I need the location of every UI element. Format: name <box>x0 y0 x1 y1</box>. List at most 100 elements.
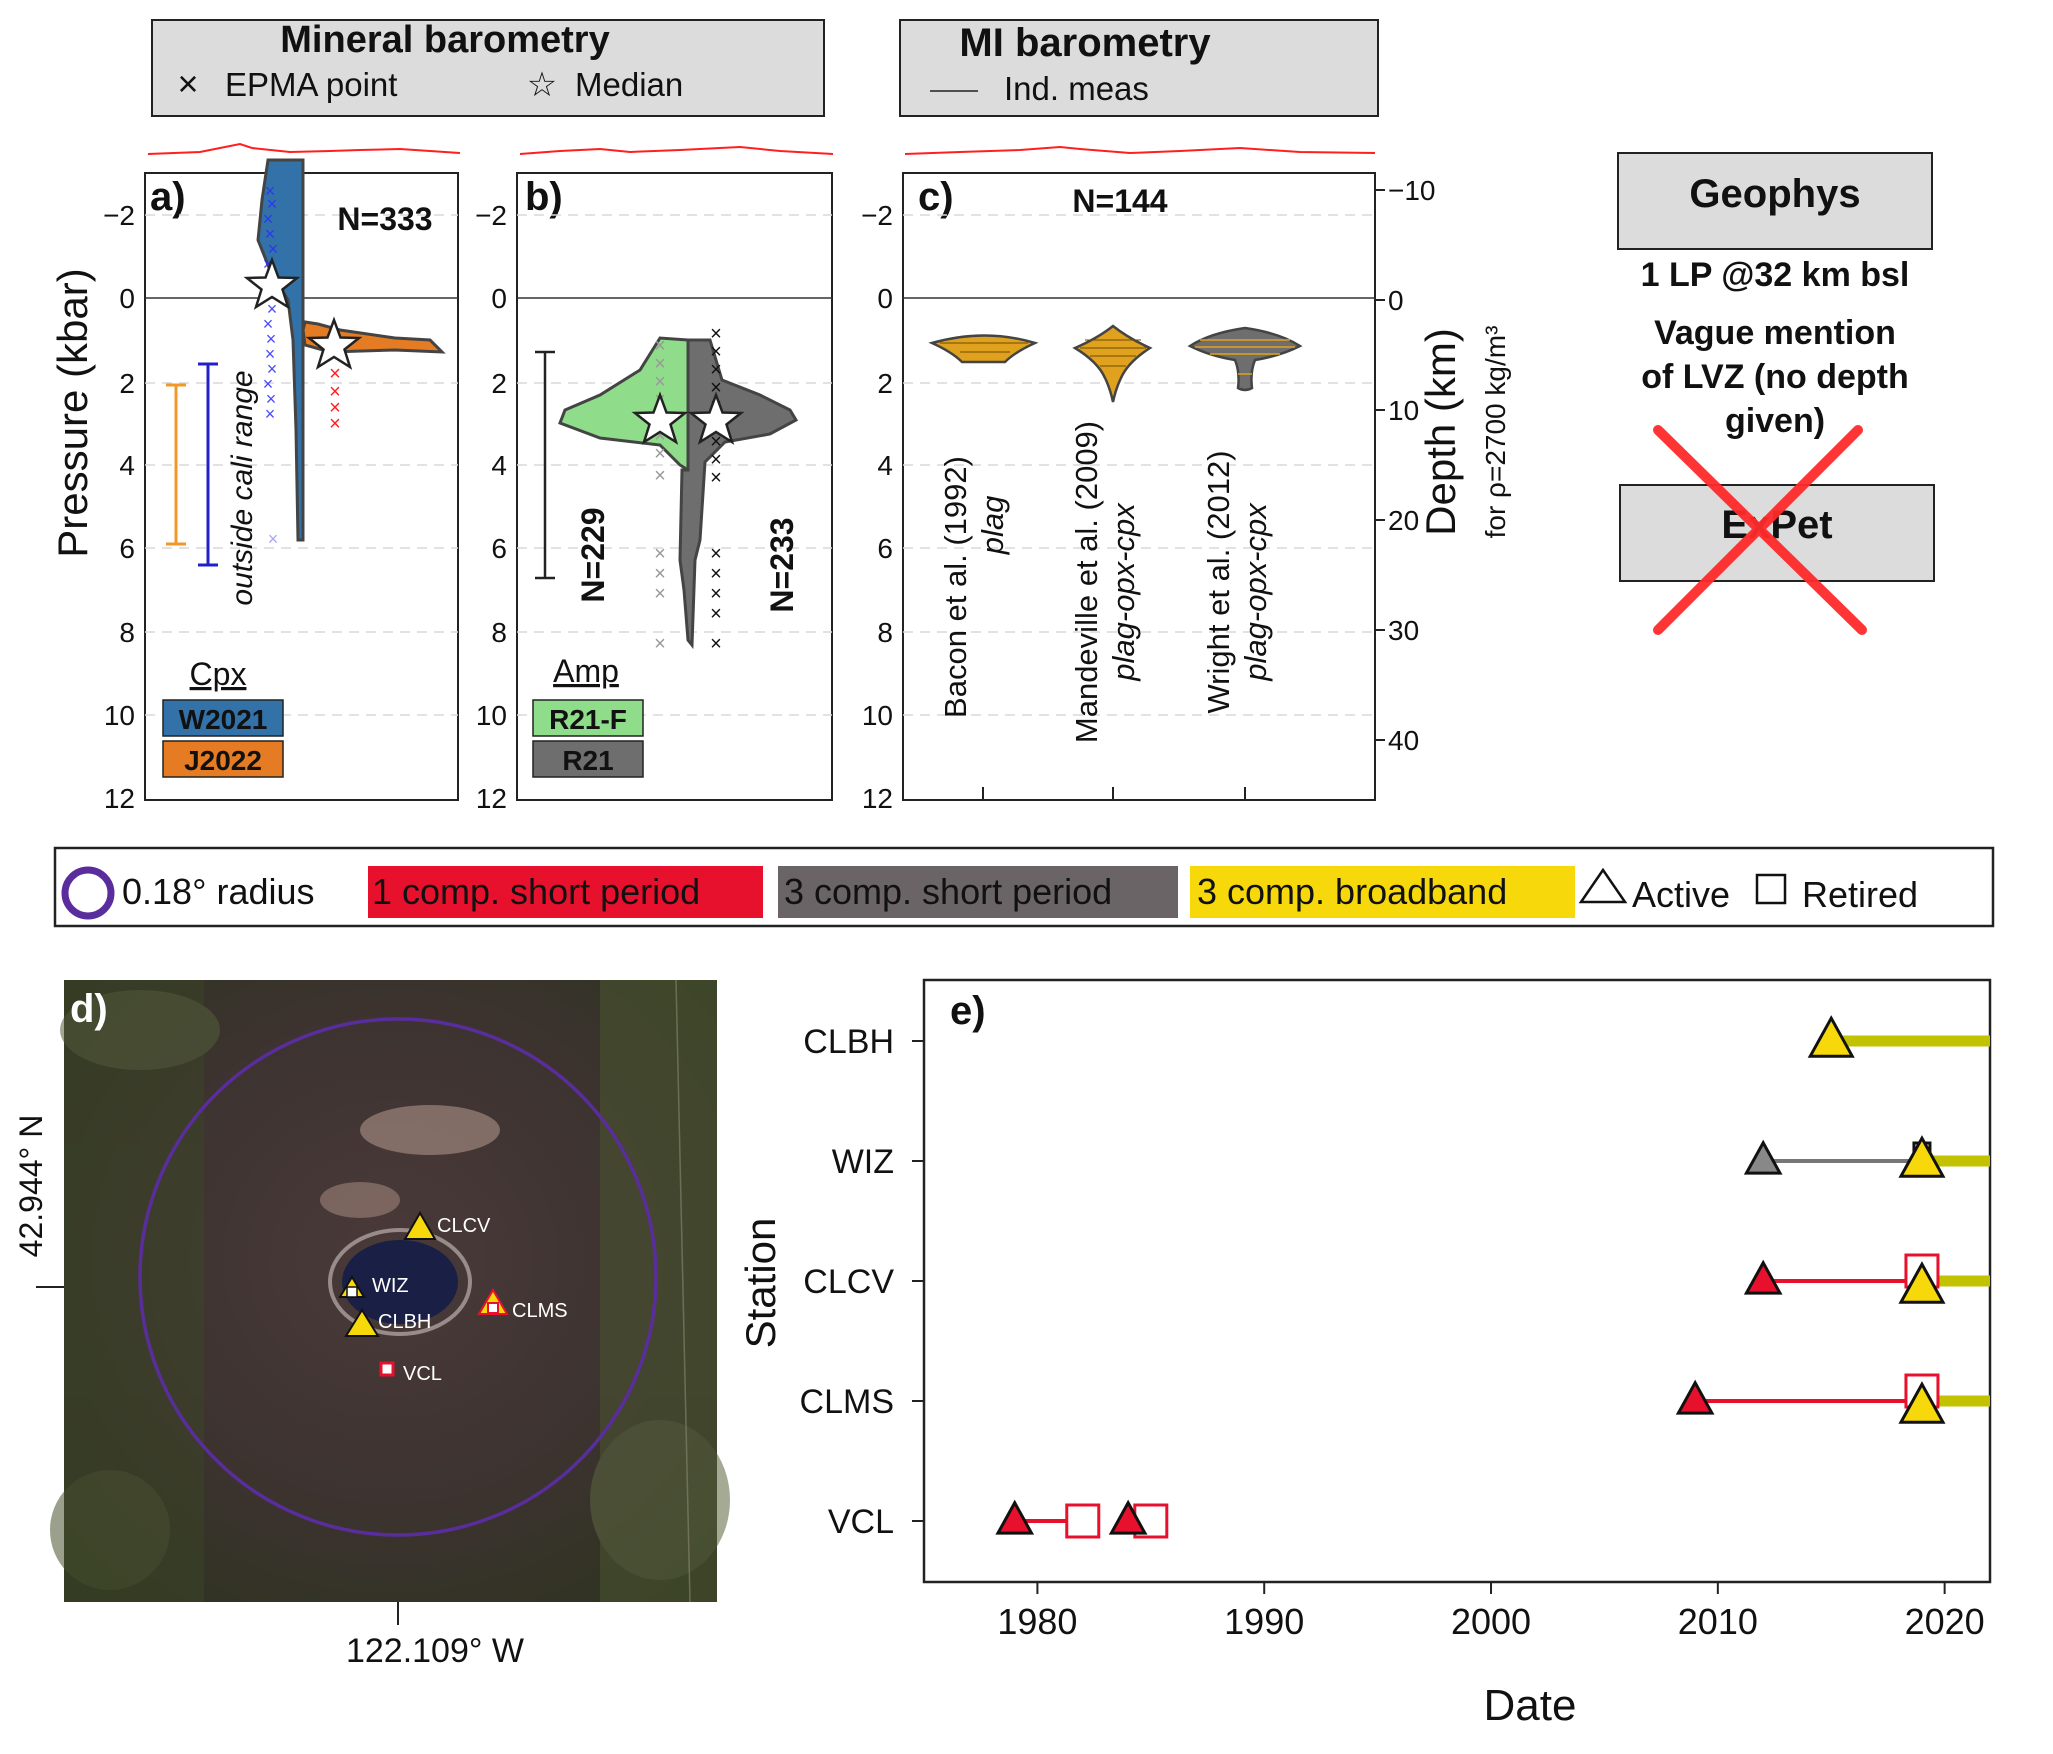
y-tick-label: 10 <box>862 700 893 731</box>
timeline-yticks: CLBH WIZ CLCV CLMS VCL <box>800 1023 924 1541</box>
panel-b-n2: N=233 <box>764 517 800 612</box>
svg-text:×: × <box>329 363 341 385</box>
range-label: outside cali range <box>226 370 259 605</box>
station-tick-label: CLMS <box>800 1383 894 1421</box>
map-lon: 122.109° W <box>346 1632 524 1670</box>
svg-text:×: × <box>265 224 276 244</box>
panel-a-n: N=333 <box>337 201 432 237</box>
timeline-xlabel: Date <box>1484 1681 1577 1730</box>
mi-header: MI barometry Ind. meas <box>899 19 1379 117</box>
legend-r21: R21 <box>562 745 613 776</box>
density-curves <box>147 142 1376 155</box>
y-tick-label: 8 <box>119 617 135 648</box>
geophys-box: Geophys <box>1689 172 1860 216</box>
radius-circle-icon <box>61 866 115 920</box>
r21f-violin <box>558 336 690 473</box>
svg-text:×: × <box>654 543 666 565</box>
legend-w2021: W2021 <box>179 704 268 735</box>
svg-text:×: × <box>654 563 666 585</box>
mandeville-violin <box>1072 324 1153 403</box>
triangle-icon <box>1578 867 1628 904</box>
y-tick-label: 6 <box>119 533 135 564</box>
svg-text:×: × <box>654 583 666 605</box>
y-tick-label: 0 <box>877 283 893 314</box>
station-vcl-marker <box>379 1361 395 1377</box>
legend-r21f: R21-F <box>549 704 627 735</box>
y-tick-label: 4 <box>119 450 135 481</box>
mineral-key-median: Median <box>575 66 683 103</box>
panel-a-ylabel: Pressure (kbar) <box>49 268 96 557</box>
svg-text:×: × <box>710 603 722 625</box>
panel-c-ticks: −2 0 2 4 6 8 10 12 <box>861 200 893 814</box>
svg-text:×: × <box>267 194 278 214</box>
depth-tick-label: 0 <box>1388 285 1404 316</box>
svg-text:×: × <box>654 335 666 357</box>
study-mandeville-method: plag-opx-cpx <box>1106 502 1141 682</box>
study-mandeville-name: Mandeville et al. (2009) <box>1069 421 1104 743</box>
depth-tick-label: 20 <box>1388 505 1419 536</box>
depth-axis: −10 0 10 20 30 40 <box>1375 175 1436 756</box>
svg-text:×: × <box>654 633 666 655</box>
panel-a: a) −2 0 2 4 6 8 10 12 Pressure (kbar) ××… <box>49 158 459 814</box>
svg-text:×: × <box>654 353 666 375</box>
y-tick-label: 10 <box>476 700 507 731</box>
y-tick-label: 4 <box>491 450 507 481</box>
j2022-median-star <box>305 316 363 370</box>
panel-c-label: c) <box>918 175 954 219</box>
cali-range-bars <box>166 362 218 567</box>
map-label-clbh: CLBH <box>378 1311 431 1333</box>
station-tick-label: WIZ <box>832 1143 894 1181</box>
svg-text:×: × <box>268 239 279 259</box>
active-marker <box>1743 1259 1783 1295</box>
forest-texture <box>50 980 730 1602</box>
bacon-violin <box>928 334 1039 364</box>
square-icon <box>1755 873 1787 905</box>
timeline-xticks: 1980 1990 2000 2010 2020 <box>997 1582 1985 1642</box>
active-marker <box>1898 1135 1946 1178</box>
study-bacon-method: plag <box>975 496 1010 556</box>
side-line4: given) <box>1725 402 1825 440</box>
station-clbh-marker <box>344 1308 380 1337</box>
w2021-median-star <box>243 256 301 310</box>
cross-icon: × <box>177 63 198 104</box>
star-icon: ☆ <box>527 66 557 104</box>
svg-text:×: × <box>266 329 277 349</box>
mi-key-ind: Ind. meas <box>1004 70 1149 107</box>
station-tick-label: CLBH <box>803 1023 894 1061</box>
active-marker <box>1807 1015 1855 1058</box>
svg-text:×: × <box>710 449 722 471</box>
side-line1: 1 LP @32 km bsl <box>1641 256 1910 294</box>
svg-text:×: × <box>266 389 277 409</box>
date-tick-label: 2000 <box>1451 1601 1531 1642</box>
legend-bar: 0.18° radius 1 comp. short period 3 comp… <box>53 846 1995 928</box>
y-tick-label: 2 <box>877 368 893 399</box>
study-bacon-name: Bacon et al. (1992) <box>938 456 973 718</box>
y-tick-label: 12 <box>476 783 507 814</box>
svg-text:×: × <box>710 563 722 585</box>
map-panel-label: d) <box>70 987 108 1031</box>
y-tick-label: 4 <box>877 450 893 481</box>
y-tick-label: −2 <box>861 200 893 231</box>
svg-text:×: × <box>654 443 666 465</box>
timeline-markers <box>995 1015 1946 1539</box>
legend-short1: 1 comp. short period <box>372 871 700 912</box>
side-line3: of LVZ (no depth <box>1641 358 1909 396</box>
y-tick-label: 8 <box>491 617 507 648</box>
svg-text:×: × <box>710 467 722 489</box>
panel-c: c) −2 0 2 4 6 8 10 12 −10 0 10 <box>861 172 1511 814</box>
svg-text:×: × <box>265 404 276 424</box>
station-tick-label: VCL <box>828 1503 894 1541</box>
svg-text:×: × <box>710 341 722 363</box>
cross-out-icon <box>1653 425 1867 635</box>
active-marker <box>1675 1379 1715 1415</box>
depth-tick-label: 30 <box>1388 615 1419 646</box>
legend-broadband: 3 comp. broadband <box>1197 871 1507 912</box>
svg-text:×: × <box>654 371 666 393</box>
svg-text:×: × <box>263 314 274 334</box>
legend-radius: 0.18° radius <box>122 871 315 912</box>
y-tick-label: 2 <box>491 368 507 399</box>
panel-b: b) −2 0 2 4 6 8 10 12 ××× × ×× × ×× × ×× <box>475 172 833 814</box>
panel-b-ticks: −2 0 2 4 6 8 10 12 <box>475 200 507 814</box>
svg-text:×: × <box>265 344 276 364</box>
